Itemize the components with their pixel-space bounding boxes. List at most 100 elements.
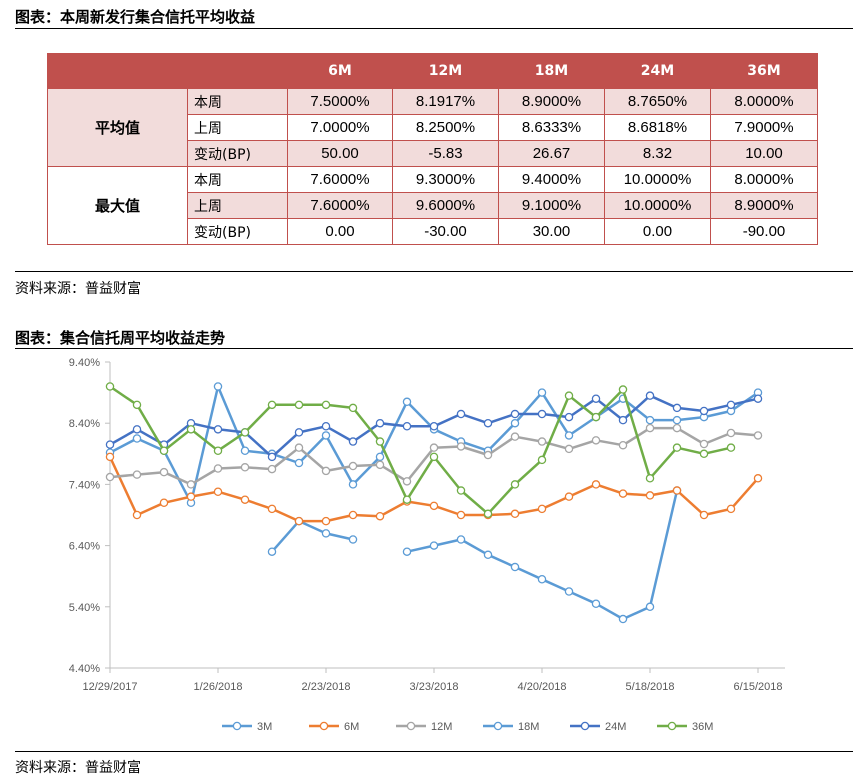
- table-cell: 8.0000%: [710, 166, 818, 193]
- data-point-12m: [267, 464, 277, 474]
- data-point-36m: [537, 455, 547, 465]
- header-empty: [187, 53, 288, 89]
- data-point-24m: [348, 437, 358, 446]
- data-point-6m: [510, 509, 520, 519]
- data-point-6m: [591, 480, 601, 489]
- table-source: 资料来源：普益财富: [15, 281, 141, 297]
- data-point-24m: [753, 394, 763, 403]
- row-label: 变动(BP): [187, 140, 288, 167]
- data-point-24m: [105, 440, 115, 449]
- data-point-24m: [591, 394, 601, 403]
- data-point-18m: [672, 415, 682, 425]
- legend-label-36m: 36M: [692, 721, 713, 733]
- data-point-36m: [348, 403, 358, 413]
- x-tick-label: 3/23/2018: [410, 681, 459, 693]
- y-tick-label: 5.40%: [69, 602, 100, 614]
- data-point-3m: [564, 587, 574, 596]
- table-cell: 10.0000%: [604, 192, 711, 219]
- data-point-3m: [537, 575, 547, 584]
- data-point-24m: [645, 391, 655, 400]
- data-point-24m: [321, 422, 331, 431]
- data-point-36m: [645, 474, 655, 483]
- chart-source-rule: [15, 751, 853, 752]
- data-point-3m: [456, 535, 466, 544]
- x-tick-label: 1/26/2018: [194, 681, 243, 693]
- data-point-6m: [537, 504, 547, 514]
- data-point-12m: [402, 477, 412, 486]
- data-point-6m: [672, 486, 682, 495]
- data-point-36m: [591, 412, 601, 422]
- table-cell: 10.00: [710, 140, 818, 167]
- table-cell: 8.9000%: [710, 192, 818, 219]
- chart-title: 图表：集合信托周平均收益走势: [15, 329, 226, 347]
- table-cell: 8.6818%: [604, 114, 711, 141]
- data-point-12m: [564, 444, 574, 454]
- data-point-36m: [159, 446, 169, 455]
- data-point-24m: [267, 452, 277, 462]
- data-point-24m: [213, 425, 223, 434]
- data-point-18m: [348, 480, 358, 489]
- table-cell: 0.00: [287, 218, 393, 245]
- legend-label-6m: 6M: [344, 721, 359, 733]
- row-label: 上周: [187, 114, 288, 141]
- data-point-36m: [213, 446, 223, 455]
- table-row: 上周 7.6000% 9.6000% 9.1000% 10.0000% 8.90…: [48, 192, 818, 219]
- table-cell: -90.00: [710, 218, 818, 245]
- header-36m: 36M: [710, 53, 818, 89]
- data-point-18m: [321, 431, 331, 440]
- data-point-36m: [726, 443, 736, 452]
- legend-marker-24m: [580, 721, 590, 731]
- legend-label-18m: 18M: [518, 721, 539, 733]
- row-label: 本周: [187, 88, 288, 115]
- x-tick-label: 6/15/2018: [734, 681, 783, 693]
- data-point-12m: [429, 443, 439, 452]
- data-point-3m: [429, 541, 439, 550]
- table-cell: 8.7650%: [604, 88, 711, 115]
- data-point-36m: [699, 449, 709, 459]
- data-point-12m: [132, 470, 142, 479]
- data-point-3m: [402, 547, 412, 556]
- data-point-18m: [132, 434, 142, 443]
- data-point-36m: [510, 480, 520, 489]
- table-cell: 7.6000%: [287, 166, 393, 193]
- legend-label-24m: 24M: [605, 721, 626, 733]
- data-point-3m: [618, 614, 628, 624]
- data-point-24m: [402, 422, 412, 431]
- legend-label-3m: 3M: [257, 721, 272, 733]
- table-cell: 26.67: [498, 140, 605, 167]
- y-tick-label: 8.40%: [69, 418, 100, 430]
- legend-marker-12m: [406, 721, 416, 731]
- data-point-12m: [483, 450, 493, 460]
- data-point-6m: [645, 491, 655, 500]
- x-tick-label: 5/18/2018: [626, 681, 675, 693]
- data-point-24m: [483, 418, 493, 428]
- table-cell: 8.9000%: [498, 88, 605, 115]
- data-point-6m: [105, 452, 115, 462]
- table-cell: 8.1917%: [392, 88, 499, 115]
- data-point-24m: [375, 418, 385, 428]
- chart-title-rule: [15, 348, 853, 349]
- table-cell: 7.9000%: [710, 114, 818, 141]
- data-point-3m: [591, 599, 601, 608]
- legend-marker-3m: [232, 721, 242, 731]
- data-point-18m: [375, 452, 385, 462]
- data-point-6m: [348, 510, 358, 520]
- data-point-18m: [240, 446, 250, 455]
- data-point-24m: [429, 422, 439, 431]
- group-label-average: 平均值: [47, 88, 188, 167]
- data-point-24m: [537, 409, 547, 419]
- data-point-6m: [321, 516, 331, 526]
- data-point-36m: [105, 382, 115, 391]
- group-label-maximum: 最大值: [47, 166, 188, 245]
- table-cell: 8.6333%: [498, 114, 605, 141]
- data-point-18m: [564, 431, 574, 440]
- y-tick-label: 4.40%: [69, 663, 100, 675]
- data-point-12m: [672, 423, 682, 433]
- chart-source: 资料来源：普益财富: [15, 760, 141, 776]
- table-row: 变动(BP) 50.00 -5.83 26.67 8.32 10.00: [48, 140, 818, 167]
- legend-marker-36m: [667, 721, 677, 731]
- data-point-18m: [645, 415, 655, 425]
- data-point-6m: [726, 504, 736, 514]
- legend-marker-18m: [493, 721, 503, 731]
- data-point-24m: [132, 425, 142, 434]
